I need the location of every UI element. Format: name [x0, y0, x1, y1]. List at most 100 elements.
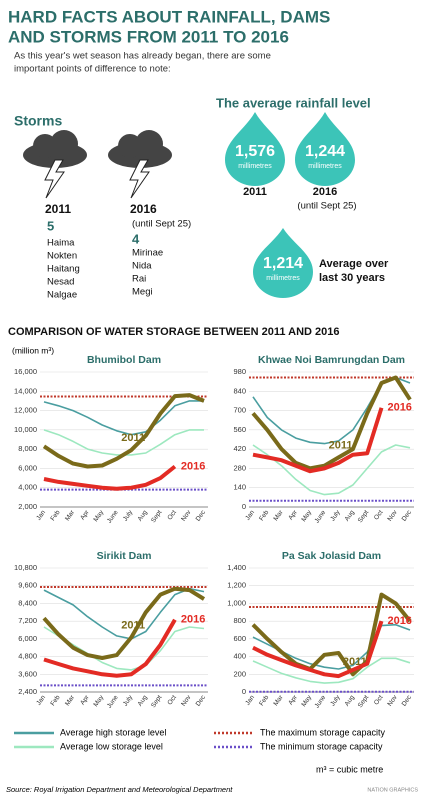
series-line: [43, 464, 177, 491]
x-tick-label: July: [122, 694, 135, 708]
y-tick-label: 700: [233, 406, 246, 415]
x-tick-label: Sept: [150, 509, 164, 524]
y-tick-label: 840: [233, 386, 246, 395]
rainfall-heading: The average rainfall level: [216, 95, 371, 110]
storm-name: Nalgae: [47, 290, 77, 301]
y-tick-label: 400: [233, 652, 246, 661]
y-tick-label: 6,000: [18, 634, 37, 643]
section-title: COMPARISON OF WATER STORAGE BETWEEN 2011…: [8, 326, 340, 338]
x-tick-label: Aug: [136, 694, 149, 708]
y-tick-label: 4,000: [18, 483, 37, 492]
series-line: [252, 407, 384, 474]
x-tick-label: Sept: [357, 694, 371, 709]
rainfall-unit: millimetres: [266, 275, 300, 282]
x-tick-label: Mar: [272, 693, 285, 707]
storm-name: Nida: [132, 261, 152, 272]
y-tick-label: 0: [242, 687, 246, 696]
y-tick-label: 420: [233, 444, 246, 453]
y-tick-label: 1,000: [227, 598, 246, 607]
y-tick-label: 8,000: [18, 444, 37, 453]
series-line: [43, 618, 177, 678]
y-tick-label: 14,000: [14, 386, 37, 395]
x-tick-label: Apr: [79, 508, 91, 521]
series-label: 2011: [329, 439, 353, 451]
x-tick-label: Dec: [401, 694, 414, 708]
series-line: [42, 393, 205, 469]
storm-year: 2016: [130, 202, 157, 216]
y-tick-label: 560: [233, 425, 246, 434]
series-label: 2016: [181, 460, 205, 472]
storm-note: (until Sept 25): [132, 219, 191, 230]
storm-name: Haitang: [47, 264, 80, 275]
storm-name: Haima: [47, 238, 75, 249]
rainfall-note: (until Sept 25): [297, 201, 356, 212]
x-tick-label: May: [300, 694, 313, 709]
y-tick-label: 16,000: [14, 367, 37, 376]
x-tick-label: Apr: [287, 693, 299, 706]
storm-count: 5: [47, 218, 54, 233]
x-tick-label: Jan: [35, 694, 47, 707]
series-label: 2016: [181, 614, 205, 626]
y-tick-label: 280: [233, 463, 246, 472]
x-tick-label: Feb: [258, 694, 270, 708]
chart-title: Pa Sak Jolasid Dam: [282, 550, 381, 562]
legend-label: The maximum storage capacity: [260, 727, 386, 737]
storm-icon: [23, 130, 172, 199]
chart-title: Khwae Noi Bamrungdan Dam: [258, 354, 405, 366]
source: Source: Royal Irrigation Department and …: [6, 785, 233, 794]
y-tick-label: 200: [233, 669, 246, 678]
x-tick-label: Oct: [373, 509, 385, 521]
series-line: [43, 400, 204, 436]
x-tick-label: Sept: [150, 694, 164, 709]
credit: NATION GRAPHICS: [367, 787, 418, 793]
y-tick-label: 12,000: [14, 406, 37, 415]
x-tick-label: June: [106, 694, 120, 710]
x-tick-label: Feb: [49, 694, 61, 708]
y-tick-label: 2,000: [18, 502, 37, 511]
x-tick-label: Aug: [344, 694, 357, 708]
rainfall-unit: millimetres: [308, 163, 342, 170]
x-tick-label: July: [329, 694, 342, 708]
y-tick-label: 1,200: [227, 581, 246, 590]
x-tick-label: Oct: [373, 694, 385, 706]
x-tick-label: Nov: [180, 694, 193, 708]
x-tick-label: Aug: [344, 509, 357, 523]
x-tick-label: Apr: [79, 693, 91, 706]
series-label: 2016: [387, 615, 411, 627]
x-tick-label: Jan: [244, 509, 256, 522]
x-tick-label: Dec: [401, 509, 414, 523]
y-tick-label: 10,000: [14, 425, 37, 434]
y-tick-label: 6,000: [18, 463, 37, 472]
x-tick-label: Oct: [166, 509, 178, 521]
series-line: [252, 620, 384, 679]
rainfall-unit: millimetres: [238, 163, 272, 170]
rainfall-label: 2011: [243, 186, 267, 198]
series-line: [252, 657, 411, 684]
series-label: 2011: [121, 432, 145, 444]
x-tick-label: July: [329, 509, 342, 523]
x-tick-label: Nov: [180, 509, 193, 523]
subtitle-line: important points of difference to note:: [14, 64, 171, 75]
storm-name: Megi: [132, 287, 153, 298]
rainfall-label: 2016: [313, 186, 337, 198]
x-tick-label: July: [122, 509, 135, 523]
storm-name: Mirinae: [132, 248, 163, 259]
x-tick-label: Jan: [35, 509, 47, 522]
legend-label: Average low storage level: [60, 741, 163, 751]
rainfall-value: 1,244: [305, 143, 345, 160]
x-tick-label: June: [314, 509, 328, 525]
y-tick-label: 9,600: [18, 581, 37, 590]
storm-count: 4: [132, 231, 140, 246]
x-tick-label: Aug: [136, 509, 149, 523]
storm-name: Nesad: [47, 277, 74, 288]
subtitle-line: As this year's wet season has already be…: [14, 51, 271, 62]
x-tick-label: Dec: [195, 509, 208, 523]
x-tick-label: May: [92, 694, 105, 709]
rainfall-label: Average over: [319, 258, 389, 270]
x-tick-label: Feb: [49, 509, 61, 523]
rainfall-value: 1,214: [263, 255, 303, 272]
x-tick-label: Dec: [195, 694, 208, 708]
x-tick-label: Mar: [64, 693, 77, 707]
y-tick-label: 800: [233, 616, 246, 625]
x-tick-label: June: [314, 694, 328, 710]
